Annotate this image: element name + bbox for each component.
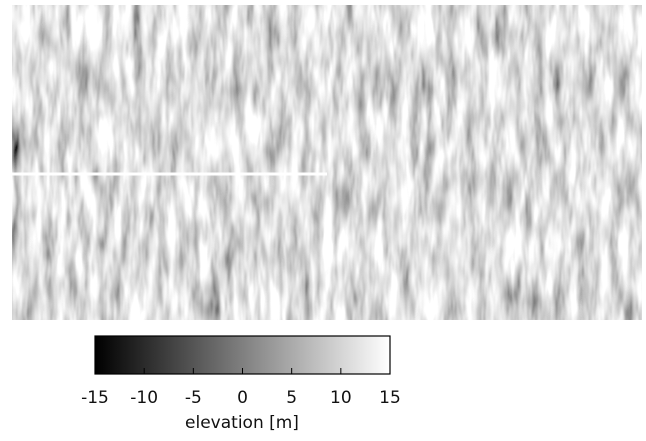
colorbar-label: elevation [m] [185,413,299,433]
tick-label: 5 [286,388,297,408]
tick-label: -5 [185,388,202,408]
wave-field-image [12,5,642,320]
tick-label: -10 [130,388,158,408]
tick-label: -15 [81,388,109,408]
colorbar [94,335,391,375]
tick-label: 10 [330,388,352,408]
tick-label: 0 [237,388,248,408]
tick-label: 15 [379,388,401,408]
